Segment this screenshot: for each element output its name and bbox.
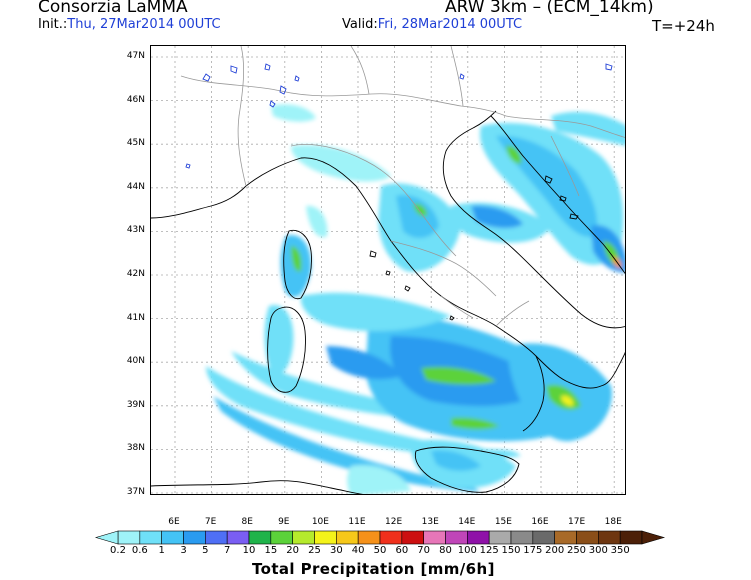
colorbar-swatch	[619, 530, 643, 545]
colorbar-label: 100	[457, 545, 477, 556]
political-borders	[180, 46, 625, 327]
colorbar-swatch	[598, 530, 621, 545]
precipitation-field	[206, 104, 625, 494]
init-time: Init.:Thu, 27Mar2014 00UTC	[38, 17, 221, 32]
lon-label: 12E	[385, 517, 403, 527]
colorbar-swatch	[270, 530, 293, 545]
lat-label: 37N	[126, 487, 145, 497]
colorbar-swatch	[226, 530, 250, 545]
colorbar-swatch	[183, 530, 206, 545]
colorbar-label: 350	[610, 545, 630, 556]
colorbar-label: 15	[264, 545, 278, 556]
colorbar-label: 125	[479, 545, 499, 556]
colorbar-swatch	[379, 530, 403, 545]
lat-label: 47N	[126, 51, 145, 61]
colorbar-swatch	[467, 530, 490, 545]
colorbar-label: 7	[223, 545, 231, 556]
colorbar-label: 175	[523, 545, 543, 556]
colorbar-label: 0.2	[110, 545, 126, 556]
colorbar-label: 30	[329, 545, 343, 556]
colorbar-min-arrow	[94, 530, 119, 545]
colorbar-swatch	[510, 530, 534, 545]
colorbar-swatch	[576, 530, 599, 545]
colorbar-swatch	[401, 530, 424, 545]
lon-label: 17E	[568, 517, 586, 527]
colorbar-label: 50	[373, 545, 387, 556]
lat-label: 40N	[126, 356, 145, 367]
colorbar-label: 70	[417, 545, 431, 556]
colorbar-swatch	[488, 530, 512, 545]
lat-label: 46N	[126, 94, 145, 105]
lat-label: 43N	[126, 225, 145, 236]
colorbar-swatch	[336, 530, 359, 545]
init-label: Init.:	[38, 17, 68, 32]
colorbar-label: 10	[242, 545, 256, 556]
colorbar-label: 80	[439, 545, 452, 556]
lon-label: 11E	[348, 517, 366, 527]
colorbar-max-arrow	[641, 530, 666, 545]
colorbar-label: 150	[501, 545, 521, 556]
map-canvas	[151, 46, 625, 494]
lat-label: 41N	[126, 312, 145, 323]
precipitation-map	[150, 45, 626, 495]
forecast-step: T=+24h	[652, 17, 715, 35]
colorbar-label: 250	[566, 545, 587, 556]
coastlines	[151, 110, 625, 494]
lake-outlines	[185, 63, 613, 169]
org-title: Consorzia LaMMA	[38, 0, 188, 17]
colorbar-label: 300	[588, 545, 608, 556]
lat-label: 39N	[126, 399, 145, 410]
lon-label: 15E	[494, 517, 512, 527]
colorbar-title: Total Precipitation [mm/6h]	[252, 560, 495, 578]
model-title: ARW 3km – (ECM_14km)	[445, 0, 654, 17]
colorbar-label: 60	[395, 545, 409, 556]
lat-label: 38N	[126, 443, 145, 454]
lon-label: 10E	[311, 517, 329, 527]
lon-label: 14E	[458, 517, 476, 527]
colorbar-swatch	[161, 530, 184, 545]
colorbar-label: 20	[286, 545, 300, 556]
colorbar-swatch	[292, 530, 315, 545]
lon-label: 18E	[604, 517, 622, 527]
colorbar-swatch	[248, 530, 272, 545]
lat-label: 42N	[126, 269, 145, 279]
colorbar-swatch	[445, 530, 468, 545]
lon-label: 8E	[241, 517, 253, 527]
lon-label: 16E	[531, 517, 549, 527]
lon-label: 6E	[168, 517, 180, 527]
lon-label: 7E	[204, 517, 217, 527]
lon-label: 13E	[421, 517, 439, 527]
colorbar-swatch	[423, 530, 446, 545]
colorbar-label: 1	[158, 545, 165, 556]
colorbar-label: 25	[308, 545, 321, 556]
colorbar-swatch	[357, 530, 381, 545]
colorbar-swatch	[117, 530, 141, 545]
init-value: Thu, 27Mar2014 00UTC	[67, 17, 221, 32]
valid-label: Valid:	[342, 17, 378, 32]
colorbar-label: 5	[202, 545, 209, 556]
valid-time: Valid:Fri, 28Mar2014 00UTC	[342, 17, 522, 32]
lon-label: 9E	[278, 517, 290, 527]
lat-label: 45N	[126, 138, 145, 149]
colorbar-swatch	[532, 530, 555, 545]
colorbar-label: 40	[351, 545, 365, 556]
colorbar-swatch	[554, 530, 577, 545]
colorbar-label: 0.6	[131, 545, 148, 556]
colorbar-swatch	[139, 530, 162, 545]
colorbar-swatch	[314, 530, 337, 545]
valid-value: Fri, 28Mar2014 00UTC	[377, 17, 523, 32]
colorbar-swatch	[205, 530, 228, 545]
lat-label: 44N	[126, 181, 145, 192]
colorbar-label: 200	[545, 545, 565, 556]
colorbar-label: 3	[180, 545, 187, 556]
